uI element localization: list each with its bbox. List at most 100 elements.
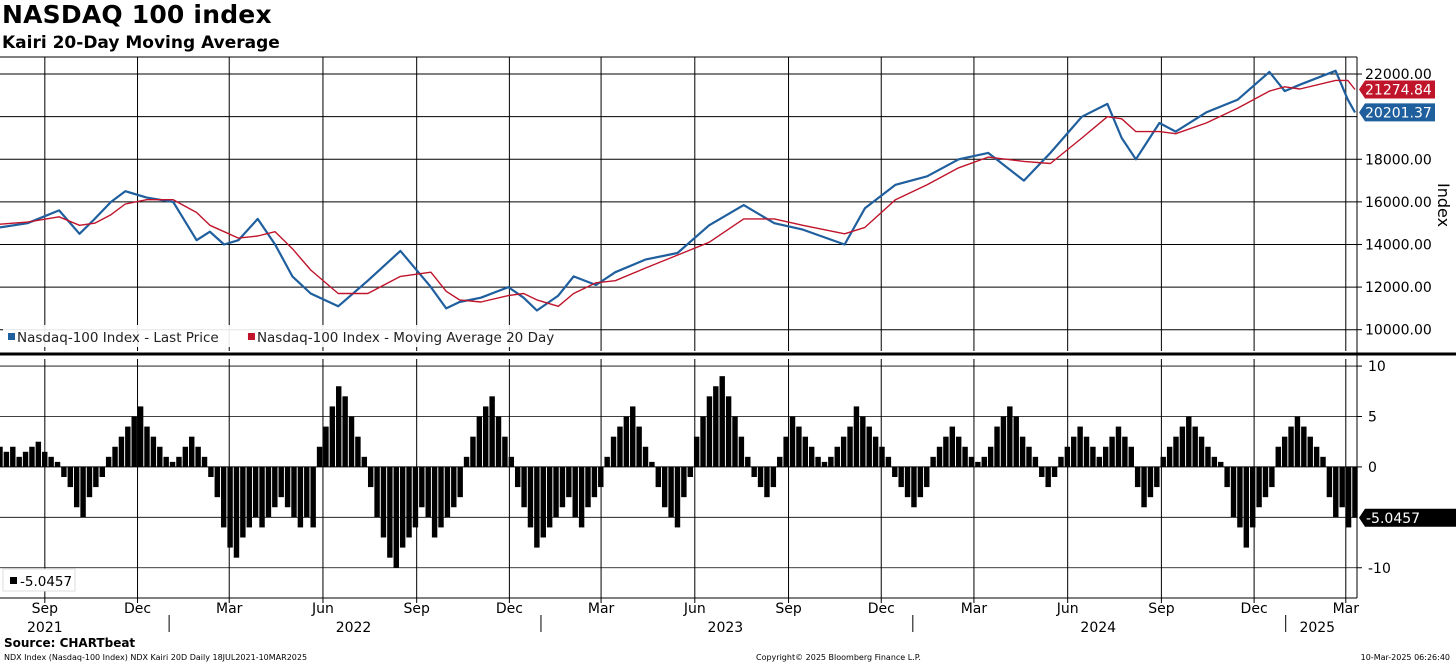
kairi-bar xyxy=(777,456,783,467)
month-label: Dec xyxy=(124,601,151,617)
kairi-bar xyxy=(93,466,99,488)
kairi-bar xyxy=(1154,466,1160,488)
month-label: Jun xyxy=(1056,601,1079,617)
kairi-bar xyxy=(10,446,16,467)
kairi-bar xyxy=(636,426,642,467)
kairi-bar xyxy=(22,451,29,467)
kairi-bar xyxy=(99,466,105,477)
kairi-bar xyxy=(355,436,361,467)
kairi-bar xyxy=(559,466,566,508)
kairi-bar xyxy=(936,446,943,467)
kairi-bar xyxy=(1128,446,1134,467)
last-price-line xyxy=(0,69,1356,312)
kairi-bar xyxy=(304,466,310,518)
kairi-bar xyxy=(1179,426,1186,467)
kairi-bar xyxy=(521,466,527,508)
kairi-bar xyxy=(399,466,406,548)
kairi-bar xyxy=(630,406,636,467)
kairi-bar xyxy=(1345,466,1352,528)
kairi-bar xyxy=(962,446,968,467)
kairi-bar xyxy=(732,416,738,467)
kairi-bar xyxy=(131,416,137,467)
kairi-bar xyxy=(598,466,604,488)
month-label: Mar xyxy=(216,601,243,617)
kairi-bar xyxy=(144,426,150,467)
kairi-bar xyxy=(1134,466,1141,488)
kairi-bar xyxy=(1141,466,1147,508)
kairi-bar xyxy=(994,426,1000,467)
kairi-bar xyxy=(265,466,272,518)
kairi-bar xyxy=(892,466,898,477)
kairi-bar xyxy=(879,446,885,467)
kairi-bar xyxy=(1102,446,1109,467)
kairi-bar xyxy=(1077,426,1083,467)
chart-subtitle: Kairi 20-Day Moving Average xyxy=(2,33,280,53)
source-note: Source: CHARTbeat xyxy=(4,636,136,650)
ytick-label-top: 12000.00 xyxy=(1365,280,1432,296)
kairi-bar xyxy=(1122,436,1128,467)
month-label: Sep xyxy=(32,601,59,617)
kairi-bar xyxy=(1326,466,1333,498)
kairi-bar xyxy=(745,456,751,467)
kairi-bar xyxy=(860,416,866,467)
kairi-bar xyxy=(591,466,598,498)
kairi-bar xyxy=(1262,466,1269,498)
legend-label: Nasdaq-100 Index - Moving Average 20 Day xyxy=(257,330,554,346)
kairi-bar xyxy=(566,466,572,498)
kairi-bar xyxy=(54,461,61,467)
year-label: 2022 xyxy=(336,620,372,632)
kairi-bar xyxy=(284,466,291,508)
kairi-bar xyxy=(35,441,42,467)
kairi-bar xyxy=(604,456,610,467)
kairi-bar xyxy=(585,466,591,508)
kairi-bar xyxy=(834,446,840,467)
ytick-label-top: 16000.00 xyxy=(1365,195,1432,211)
kairi-bar xyxy=(1352,466,1358,518)
year-label: 2021 xyxy=(27,620,63,632)
kairi-bar xyxy=(125,426,131,467)
kairi-bar xyxy=(419,466,425,508)
kairi-bar xyxy=(872,436,879,467)
kairi-bar xyxy=(182,446,189,467)
kairi-bar xyxy=(553,466,559,518)
kairi-bar xyxy=(1013,416,1019,467)
kairi-bar xyxy=(949,426,956,467)
kairi-bar xyxy=(297,466,304,528)
legend-label: Nasdaq-100 Index - Last Price xyxy=(17,330,219,346)
kairi-bar xyxy=(578,466,585,528)
kairi-bar xyxy=(866,426,872,467)
kairi-bar xyxy=(1237,466,1243,528)
kairi-bar xyxy=(1096,456,1103,467)
kairi-bar xyxy=(930,456,936,467)
kairi-bar xyxy=(189,436,195,467)
kairi-bar xyxy=(1071,436,1077,467)
kairi-bar xyxy=(1275,446,1281,467)
kairi-bar xyxy=(572,466,578,518)
top-legend: Nasdaq-100 Index - Last Price Nasdaq-100 … xyxy=(3,325,554,347)
kairi-bar xyxy=(815,456,821,467)
kairi-bar xyxy=(329,406,336,467)
kairi-bar xyxy=(220,466,227,528)
footer-timestamp: 10-Mar-2025 06:26:40 xyxy=(1360,653,1450,662)
bottom-legend-swatch xyxy=(10,577,17,584)
legend-swatch xyxy=(8,333,15,340)
kairi-bar xyxy=(1007,406,1013,467)
kairi-bar xyxy=(457,466,463,498)
price-last-value-badge-text: 20201.37 xyxy=(1365,105,1432,121)
month-label: Jun xyxy=(683,601,706,617)
kairi-bar xyxy=(1090,446,1096,467)
month-label: Mar xyxy=(588,601,615,617)
kairi-bar xyxy=(1281,436,1288,467)
kairi-bar xyxy=(169,461,176,467)
kairi-bar xyxy=(681,466,687,498)
bottom-legend-box xyxy=(2,568,76,592)
legend-box xyxy=(3,325,549,347)
kairi-bar xyxy=(808,446,815,467)
kairi-bar xyxy=(770,466,777,488)
kairi-bar xyxy=(406,466,412,538)
kairi-bar xyxy=(1313,446,1320,467)
kairi-bar xyxy=(425,466,431,518)
kairi-bar xyxy=(828,456,834,467)
kairi-bar xyxy=(1000,416,1007,467)
kairi-bar xyxy=(617,426,623,467)
